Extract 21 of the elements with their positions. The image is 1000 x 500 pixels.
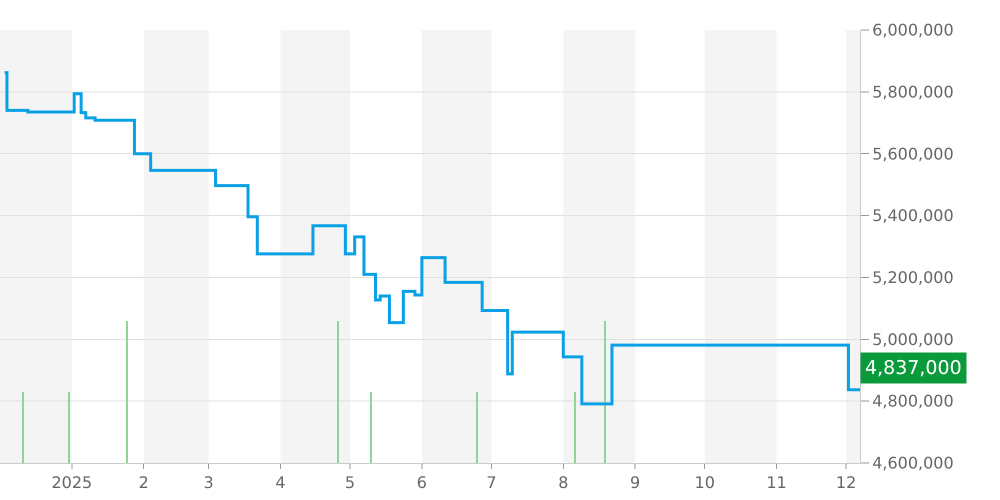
y-tick-label: 5,800,000: [872, 82, 954, 102]
x-tick-label: 9: [630, 473, 640, 492]
x-tick-label: 10: [694, 473, 715, 492]
x-tick-label: 7: [486, 473, 497, 492]
x-tick-label: 2025: [52, 473, 92, 492]
annotation: 4,837,000: [865, 357, 962, 379]
x-tick-label: 3: [204, 473, 214, 492]
y-tick-label: 4,800,000: [872, 392, 954, 411]
x-tick-label: 2: [138, 473, 149, 492]
x-tick-label: 6: [416, 473, 427, 492]
x-tick-label: 8: [558, 473, 568, 492]
x-tick-label: 11: [766, 473, 787, 492]
y-tick-label: 5,400,000: [872, 206, 954, 226]
y-tick-label: 5,600,000: [872, 144, 954, 164]
y-tick-label: 6,000,000: [872, 20, 954, 40]
x-tick-label: 4: [275, 473, 286, 492]
x-tick-label: 12: [836, 473, 856, 492]
y-tick-label: 4,600,000: [872, 454, 954, 473]
x-tick-label: 5: [344, 473, 356, 492]
y-tick-label: 5,200,000: [872, 268, 954, 288]
y-tick-label: 5,000,000: [872, 330, 954, 349]
